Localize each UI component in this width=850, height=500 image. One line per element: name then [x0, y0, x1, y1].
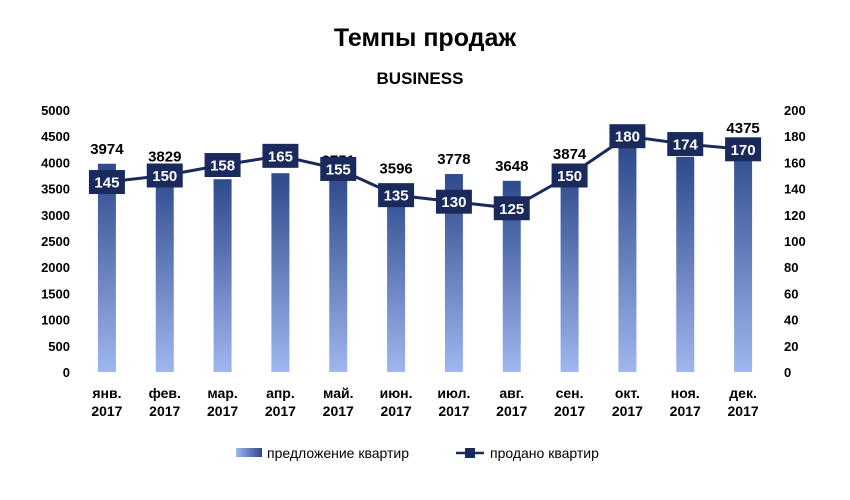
line-data-label: 180	[615, 129, 640, 146]
line-data-label: 130	[441, 194, 466, 211]
bar-series: 3974382936793794375135963778364838744286…	[90, 120, 760, 372]
right-tick-label: 180	[784, 129, 806, 144]
category-label: окт. 2017	[612, 385, 643, 419]
line-data-label: 150	[557, 168, 582, 185]
category-label: июн. 2017	[380, 385, 413, 419]
bar	[676, 156, 695, 372]
left-tick-label: 4000	[41, 155, 70, 170]
bar	[329, 175, 348, 372]
line-marker	[320, 156, 357, 181]
line-marker	[88, 170, 125, 195]
line-marker	[378, 183, 415, 208]
left-tick-label: 1000	[41, 313, 70, 328]
left-tick-label: 5000	[41, 103, 70, 118]
line-marker	[667, 132, 704, 157]
line-data-label: 158	[210, 158, 235, 175]
bar-data-label: 3596	[379, 161, 412, 178]
sales-line	[106, 134, 744, 210]
legend: предложение квартир продано квартир	[236, 445, 599, 461]
bar	[444, 174, 463, 372]
category-label: янв. 2017	[91, 385, 122, 419]
right-tick-label: 0	[784, 365, 791, 380]
line-data-label: 125	[499, 201, 524, 218]
right-tick-label: 80	[784, 260, 798, 275]
right-tick-label: 120	[784, 208, 806, 223]
line-marker	[551, 163, 588, 188]
category-axis: янв. 2017 фев. 2017 мар. 2017 апр. 2017 май. 2017…	[91, 385, 759, 419]
line-data-label: 135	[384, 188, 409, 205]
line-data-label: 170	[731, 142, 756, 159]
line-data-label: 155	[326, 161, 351, 178]
right-tick-label: 200	[784, 103, 806, 118]
category-label: дек. 2017	[728, 385, 759, 419]
left-tick-label: 3500	[41, 182, 70, 197]
category-label: май. 2017	[323, 385, 354, 419]
left-tick-label: 2500	[41, 234, 70, 249]
left-tick-label: 2000	[41, 260, 70, 275]
left-tick-label: 500	[48, 339, 70, 354]
right-tick-label: 20	[784, 339, 798, 354]
line-marker	[493, 196, 530, 221]
chart-subtitle: BUSINESS	[377, 69, 464, 88]
left-tick-label: 3000	[41, 208, 70, 223]
bar	[97, 163, 116, 372]
bar	[387, 183, 406, 372]
bar	[560, 169, 579, 372]
category-label: фев. 2017	[149, 385, 181, 419]
category-label: мар. 2017	[207, 385, 238, 419]
left-tick-label: 1500	[41, 286, 70, 301]
bar	[734, 142, 753, 372]
bar-data-label: 4375	[726, 120, 759, 137]
line-marker	[262, 143, 299, 168]
bar	[502, 180, 521, 372]
right-tick-label: 40	[784, 313, 798, 328]
right-tick-label: 60	[784, 286, 798, 301]
category-label: июл. 2017	[437, 385, 470, 419]
line-marker	[146, 163, 183, 188]
bar	[271, 173, 290, 372]
bar-data-label: 3648	[495, 158, 528, 175]
line-series: 145 150 158 165 155 135 130 125 150 180 174 170	[88, 124, 762, 221]
line-marker	[609, 124, 646, 149]
bar-data-label: 3974	[90, 141, 124, 158]
category-label: ноя. 2017	[670, 385, 701, 419]
right-tick-label: 140	[784, 182, 806, 197]
line-data-label: 174	[673, 137, 699, 154]
bar	[618, 147, 637, 372]
right-tick-label: 160	[784, 155, 806, 170]
left-y-axis: 0 500 1000 1500 2000 2500 3000 3500 4000 4500 5000	[41, 103, 70, 380]
bar-data-label: 3874	[553, 146, 587, 163]
bar	[155, 171, 174, 372]
chart-title: Темпы продаж	[334, 24, 517, 52]
left-tick-label: 4500	[41, 129, 70, 144]
line-data-label: 150	[152, 168, 177, 185]
line-data-label: 165	[268, 148, 293, 165]
bar-data-label: 3778	[437, 151, 470, 168]
right-y-axis: 0 20 40 60 80 100 120 140 160 180 200	[784, 103, 806, 380]
right-tick-label: 100	[784, 234, 806, 249]
category-label: авг. 2017	[496, 385, 527, 419]
legend-line-marker	[465, 448, 475, 458]
bar-data-label: 3829	[148, 148, 181, 165]
line-marker	[204, 153, 241, 178]
left-tick-label: 0	[63, 365, 70, 380]
line-marker	[435, 189, 472, 214]
line-data-label: 145	[94, 175, 119, 192]
category-label: сен. 2017	[554, 385, 585, 419]
bar	[213, 179, 232, 372]
legend-line-label: продано квартир	[490, 445, 599, 461]
legend-bar-swatch	[236, 448, 262, 457]
legend-bar-label: предложение квартир	[267, 445, 409, 461]
category-label: апр. 2017	[265, 385, 296, 419]
line-marker	[725, 137, 762, 162]
